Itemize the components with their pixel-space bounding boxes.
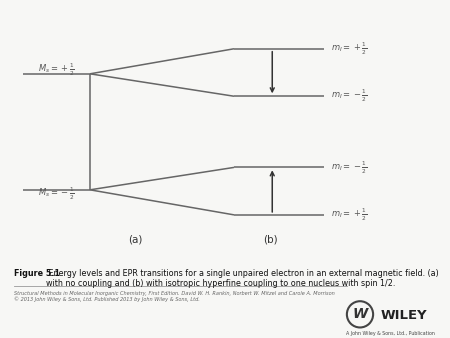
Text: Figure 5.1: Figure 5.1 [14, 269, 59, 278]
Text: Structural Methods in Molecular Inorganic Chemistry, First Edition. David W. H. : Structural Methods in Molecular Inorgani… [14, 291, 334, 302]
Text: $m_I = -\frac{1}{2}$: $m_I = -\frac{1}{2}$ [331, 88, 367, 104]
Text: WILEY: WILEY [380, 309, 427, 322]
Text: $M_s = -\frac{1}{2}$: $M_s = -\frac{1}{2}$ [38, 186, 75, 202]
Text: Energy levels and EPR transitions for a single unpaired electron in an external : Energy levels and EPR transitions for a … [46, 269, 439, 288]
Text: $m_I = +\frac{1}{2}$: $m_I = +\frac{1}{2}$ [331, 41, 367, 57]
Text: W: W [352, 307, 368, 321]
Text: $m_I = -\frac{1}{2}$: $m_I = -\frac{1}{2}$ [331, 159, 367, 176]
Text: $M_s = +\frac{1}{2}$: $M_s = +\frac{1}{2}$ [38, 62, 75, 78]
Text: $m_I = +\frac{1}{2}$: $m_I = +\frac{1}{2}$ [331, 207, 367, 223]
Text: A John Wiley & Sons, Ltd., Publication: A John Wiley & Sons, Ltd., Publication [346, 331, 435, 336]
Text: (a): (a) [128, 235, 142, 245]
Text: (b): (b) [263, 235, 277, 245]
